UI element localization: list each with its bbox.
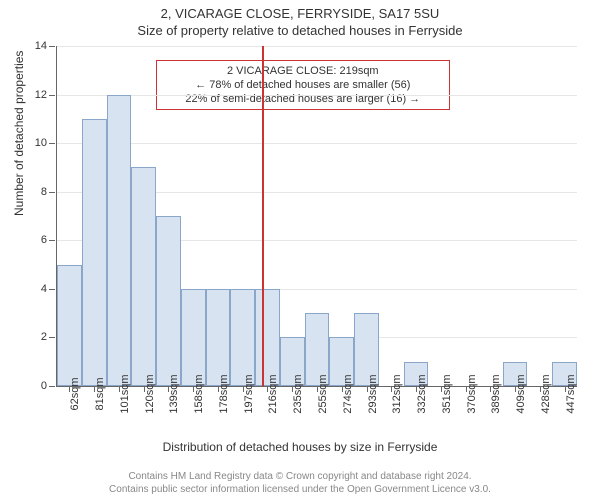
y-tick-label: 6 (41, 234, 47, 246)
chart-wrapper: 2, VICARAGE CLOSE, FERRYSIDE, SA17 5SU S… (0, 0, 600, 500)
histogram-bar (57, 265, 82, 386)
y-tick-label: 8 (41, 186, 47, 198)
annotation-line-2: ← 78% of detached houses are smaller (56… (163, 78, 443, 92)
x-tick-label: 120sqm (144, 374, 156, 413)
marker-line (262, 46, 264, 386)
y-tick (49, 337, 55, 338)
y-tick-label: 2 (41, 331, 47, 343)
x-tick-label: 428sqm (540, 374, 552, 413)
y-tick (49, 143, 55, 144)
y-tick-label: 10 (35, 137, 47, 149)
histogram-bar (255, 289, 280, 386)
x-tick-label: 139sqm (168, 374, 180, 413)
y-axis-label: Number of detached properties (12, 51, 26, 216)
histogram-bar (156, 216, 181, 386)
x-tick-label: 370sqm (466, 374, 478, 413)
histogram-bar (131, 167, 156, 386)
x-tick-label: 332sqm (416, 374, 428, 413)
x-tick-label: 351sqm (441, 374, 453, 413)
x-tick-label: 447sqm (565, 374, 577, 413)
x-axis-label: Distribution of detached houses by size … (0, 440, 600, 454)
annotation-box: 2 VICARAGE CLOSE: 219sqm ← 78% of detach… (156, 60, 450, 111)
gridline (57, 46, 577, 47)
histogram-bar (82, 119, 107, 386)
x-tick-label: 312sqm (391, 374, 403, 413)
x-tick-label: 178sqm (218, 374, 230, 413)
histogram-bar (230, 289, 255, 386)
x-tick-label: 235sqm (292, 374, 304, 413)
y-tick (49, 240, 55, 241)
x-tick-label: 409sqm (515, 374, 527, 413)
x-tick-label: 81sqm (94, 377, 106, 410)
footer-line-1: Contains HM Land Registry data © Crown c… (0, 470, 600, 483)
gridline (57, 143, 577, 144)
histogram-bar (107, 95, 132, 386)
x-tick-label: 255sqm (317, 374, 329, 413)
x-tick-label: 389sqm (490, 374, 502, 413)
y-tick (49, 46, 55, 47)
x-tick-label: 62sqm (69, 377, 81, 410)
plot-area: 2 VICARAGE CLOSE: 219sqm ← 78% of detach… (56, 46, 577, 387)
x-tick-label: 274sqm (342, 374, 354, 413)
histogram-bar (206, 289, 231, 386)
x-tick-label: 101sqm (119, 374, 131, 413)
chart-title: 2, VICARAGE CLOSE, FERRYSIDE, SA17 5SU (0, 0, 600, 21)
y-tick (49, 386, 55, 387)
y-tick (49, 289, 55, 290)
y-tick (49, 95, 55, 96)
histogram-bar (181, 289, 206, 386)
y-tick-label: 0 (41, 380, 47, 392)
x-tick-label: 197sqm (243, 374, 255, 413)
footer-line-2: Contains public sector information licen… (0, 483, 600, 496)
y-tick-label: 4 (41, 283, 47, 295)
x-tick-label: 293sqm (367, 374, 379, 413)
footer-attribution: Contains HM Land Registry data © Crown c… (0, 470, 600, 496)
y-tick-label: 14 (35, 40, 47, 52)
gridline (57, 95, 577, 96)
y-tick (49, 192, 55, 193)
x-tick-label: 158sqm (193, 374, 205, 413)
y-tick-label: 12 (35, 89, 47, 101)
chart-subtitle: Size of property relative to detached ho… (0, 21, 600, 38)
annotation-line-1: 2 VICARAGE CLOSE: 219sqm (163, 64, 443, 78)
x-tick-label: 216sqm (267, 374, 279, 413)
